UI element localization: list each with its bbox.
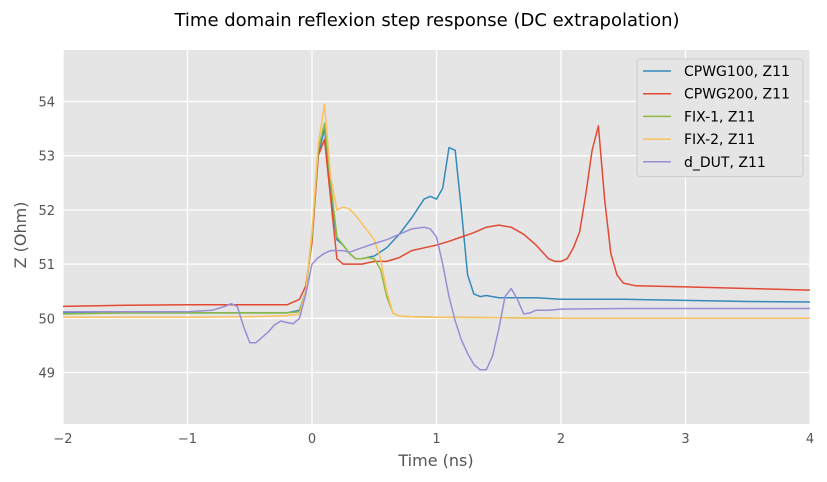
y-axis-label: Z (Ohm) xyxy=(11,202,30,269)
legend-label: CPWG100, Z11 xyxy=(684,64,790,80)
series-line-4 xyxy=(63,103,810,320)
x-tick-label: 3 xyxy=(681,432,689,447)
legend-label: d_DUT, Z11 xyxy=(684,155,766,171)
x-tick-labels: −2 −1 0 1 2 3 4 xyxy=(53,432,814,447)
x-axis-label: Time (ns) xyxy=(397,451,473,470)
x-tick-label: 2 xyxy=(557,432,565,447)
chart-title: Time domain reflexion step response (DC … xyxy=(173,10,679,31)
y-tick-label: 53 xyxy=(38,150,55,165)
series-lines xyxy=(62,103,811,371)
series-line-5 xyxy=(63,226,810,371)
legend: CPWG100, Z11 CPWG200, Z11 FIX-1, Z11 FIX-2,… xyxy=(636,58,804,177)
x-tick-label: 1 xyxy=(432,432,440,447)
x-tick-label: 4 xyxy=(806,432,814,447)
legend-label: CPWG200, Z11 xyxy=(684,87,790,103)
x-tick-label: −1 xyxy=(178,432,197,447)
legend-label: FIX-2, Z11 xyxy=(684,132,755,148)
y-tick-label: 51 xyxy=(38,258,55,273)
y-tick-label: 54 xyxy=(38,95,55,110)
x-tick-label: 0 xyxy=(308,432,316,447)
x-tick-label: −2 xyxy=(53,432,72,447)
legend-label: FIX-1, Z11 xyxy=(684,109,755,125)
y-tick-label: 49 xyxy=(38,367,55,382)
legend-frame xyxy=(636,58,804,177)
y-tick-label: 50 xyxy=(38,312,55,327)
y-tick-label: 52 xyxy=(38,204,55,219)
y-tick-labels: 49 50 51 52 53 54 xyxy=(38,95,55,381)
